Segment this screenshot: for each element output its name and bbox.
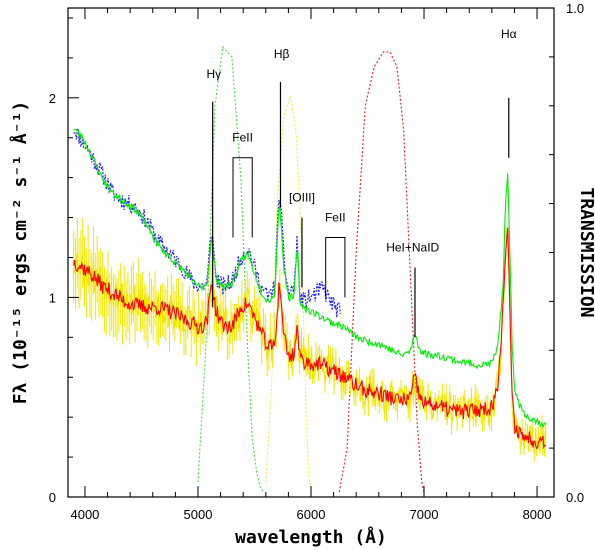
spectra — [73, 127, 547, 462]
filter-curve-1 — [197, 45, 264, 493]
x-tick-label: 4000 — [70, 507, 99, 522]
y-tick-label: 2 — [49, 91, 56, 106]
y-tick-label: 1 — [49, 290, 56, 305]
y2-axis-label: TRANSMISSION — [576, 187, 595, 317]
spectrum-4 — [73, 227, 547, 457]
annotation-label-5: FeII — [325, 211, 346, 225]
annotation-label-7: Hα — [501, 27, 517, 41]
y-tick-label: 0 — [49, 490, 56, 505]
x-tick-label: 7000 — [410, 507, 439, 522]
x-tick-label: 6000 — [297, 507, 326, 522]
spectrum-3 — [73, 227, 546, 450]
axes: 4000 5000 6000 7000 8000 0 1 2 0.0 1.0 — [49, 1, 584, 522]
y2-tick-label: 0.0 — [566, 490, 584, 505]
x-tick-label: 8000 — [523, 507, 552, 522]
filter-curves — [197, 45, 425, 493]
annotation-bracket-5 — [325, 237, 346, 298]
y-axis-label: Fλ (10⁻¹⁵ ergs cm⁻² s⁻¹ Å⁻¹) — [8, 101, 31, 404]
annotation-label-1: Hγ — [206, 67, 221, 81]
x-axis-label: wavelength (Å) — [235, 525, 387, 548]
filter-curve-3 — [338, 51, 425, 493]
spectrum-4-errorbars — [73, 217, 547, 462]
annotation-label-2: FeII — [232, 131, 253, 145]
y2-tick-label: 1.0 — [566, 1, 584, 16]
spectrum-2 — [73, 128, 547, 429]
filter-curve-2 — [265, 95, 312, 493]
x-tick-label: 5000 — [184, 507, 213, 522]
annotation-label-4: [OIII] — [289, 191, 315, 205]
annotation-bracket-2 — [232, 157, 253, 238]
line-annotations: Hγ FeII Hβ [OIII] FeII HeI+NaID Hα — [206, 27, 517, 338]
annotation-label-6: HeI+NaID — [386, 241, 439, 255]
annotation-label-3: Hβ — [274, 47, 290, 61]
